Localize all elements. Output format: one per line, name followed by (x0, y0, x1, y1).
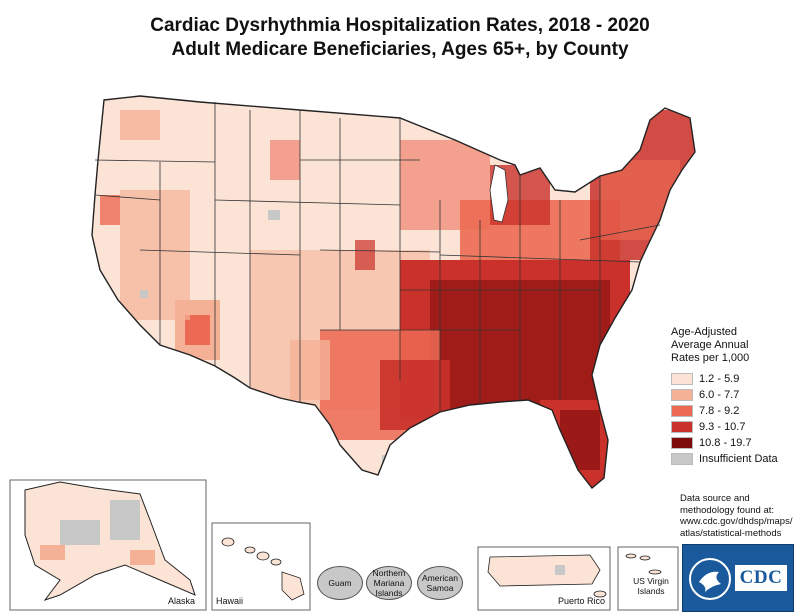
guam-marker: Guam (317, 566, 363, 600)
hawaii-islands (221, 537, 305, 601)
cdc-wordmark: CDC (735, 565, 787, 591)
legend-label: 7.8 - 9.2 (699, 405, 740, 417)
legend-title-line-2: Average Annual (671, 339, 749, 351)
legend-item: 9.3 - 10.7 (671, 419, 796, 435)
virgin-islands-label-line-1: US Virgin (633, 576, 669, 586)
map-legend: Age-Adjusted Average Annual Rates per 1,… (671, 326, 796, 467)
cdc-logo: CDC (682, 544, 794, 612)
source-line-3: www.cdc.gov/dhdsp/maps/ (680, 516, 793, 527)
northern-mariana-marker: Northern Mariana Islands (366, 566, 412, 600)
northern-mariana-label: Northern Mariana Islands (372, 568, 405, 598)
legend-label: Insufficient Data (699, 453, 778, 465)
hawaii-label: Hawaii (216, 596, 244, 606)
data-source-note: Data source and methodology found at: ww… (680, 493, 798, 539)
legend-title-line-3: Rates per 1,000 (671, 352, 750, 364)
american-samoa-label: American Samoa (422, 573, 458, 593)
northern-mariana-line-1: Northern (372, 568, 406, 578)
legend-swatch (671, 421, 693, 433)
legend-swatch (671, 453, 693, 465)
northern-mariana-line-2: Mariana (373, 578, 405, 588)
legend-item: 6.0 - 7.7 (671, 387, 796, 403)
american-samoa-marker: American Samoa (417, 566, 463, 600)
legend-label: 9.3 - 10.7 (699, 421, 746, 433)
american-samoa-line-2: Samoa (426, 583, 454, 593)
legend-title-line-1: Age-Adjusted (671, 326, 738, 338)
hhs-eagle-icon (689, 558, 731, 600)
puerto-rico-label: Puerto Rico (558, 596, 606, 606)
legend-item: 7.8 - 9.2 (671, 403, 796, 419)
legend-item: Insufficient Data (671, 451, 796, 467)
map-title-line-1: Cardiac Dysrhythmia Hospitalization Rate… (150, 15, 650, 36)
northern-mariana-line-3: Islands (375, 588, 403, 598)
legend-items: 1.2 - 5.9 6.0 - 7.7 7.8 - 9.2 9.3 - 10.7… (671, 371, 796, 467)
map-title: Cardiac Dysrhythmia Hospitalization Rate… (0, 14, 800, 62)
legend-label: 10.8 - 19.7 (699, 437, 752, 449)
virgin-islands-label-line-2: Islands (637, 586, 665, 596)
state-borders (94, 102, 661, 412)
legend-label: 1.2 - 5.9 (699, 373, 740, 385)
map-title-line-2: Adult Medicare Beneficiaries, Ages 65+, … (171, 39, 629, 60)
legend-label: 6.0 - 7.7 (699, 389, 740, 401)
legend-item: 10.8 - 19.7 (671, 435, 796, 451)
legend-title: Age-Adjusted Average Annual Rates per 1,… (671, 326, 796, 365)
legend-swatch (671, 389, 693, 401)
american-samoa-line-1: American (422, 573, 458, 583)
legend-swatch (671, 373, 693, 385)
source-line-4: atlas/statistical-methods (680, 527, 782, 539)
source-line-2: methodology found at: (680, 504, 775, 516)
virgin-islands-label: US Virgin Islands (626, 576, 676, 596)
legend-item: 1.2 - 5.9 (671, 371, 796, 387)
us-outline (91, 95, 696, 490)
legend-swatch (671, 405, 693, 417)
legend-swatch (671, 437, 693, 449)
guam-label: Guam (328, 578, 352, 588)
alaska-label: Alaska (168, 596, 196, 606)
source-line-1: Data source and (680, 493, 750, 504)
